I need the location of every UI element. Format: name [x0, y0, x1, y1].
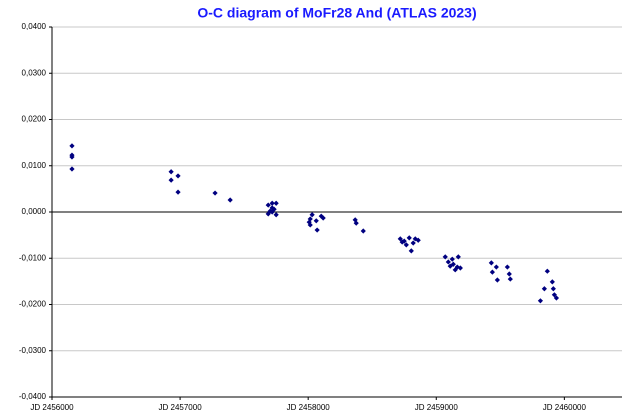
- data-point: [541, 286, 547, 292]
- y-tick-label: -0,0400: [19, 392, 47, 401]
- data-point: [269, 205, 275, 211]
- data-point: [406, 235, 412, 241]
- data-point: [69, 166, 75, 172]
- data-point: [307, 216, 313, 222]
- data-point: [352, 217, 358, 223]
- data-point: [506, 271, 512, 277]
- data-point: [318, 213, 324, 219]
- y-tick-label: 0,0200: [22, 115, 47, 124]
- data-point: [403, 242, 409, 248]
- y-tick-label: -0,0200: [19, 300, 47, 309]
- data-point: [449, 256, 455, 262]
- data-point: [265, 211, 271, 217]
- data-point: [320, 215, 326, 221]
- data-point: [69, 143, 75, 149]
- data-point: [494, 277, 500, 283]
- data-point: [314, 227, 320, 233]
- data-point: [227, 197, 233, 203]
- data-point: [493, 264, 499, 270]
- y-tick-label: -0,0300: [19, 346, 47, 355]
- data-point: [306, 219, 312, 225]
- chart-title: O-C diagram of MoFr28 And (ATLAS 2023): [197, 5, 476, 21]
- data-point: [408, 248, 414, 254]
- data-point: [553, 295, 560, 301]
- data-point: [69, 154, 75, 160]
- data-point: [271, 206, 277, 212]
- x-tick-label: JD 2457000: [159, 403, 203, 412]
- y-tick-label: 0,0400: [22, 22, 47, 31]
- data-point: [269, 200, 275, 206]
- x-tick-label: JD 2458000: [287, 403, 331, 412]
- data-point: [410, 240, 416, 246]
- data-point: [265, 202, 271, 208]
- data-point: [445, 259, 451, 265]
- data-point: [273, 212, 279, 218]
- data-point: [415, 237, 421, 243]
- data-point: [168, 177, 174, 183]
- data-point: [360, 228, 366, 234]
- data-point: [353, 220, 359, 226]
- data-point: [168, 169, 174, 175]
- data-point: [551, 292, 557, 298]
- x-tick-label: JD 2459000: [415, 403, 459, 412]
- data-point: [550, 286, 556, 292]
- data-point: [412, 236, 418, 242]
- data-point: [537, 298, 544, 304]
- data-point: [175, 189, 181, 195]
- data-point: [273, 200, 279, 206]
- data-point: [489, 269, 495, 275]
- data-point: [212, 190, 218, 196]
- data-point: [442, 254, 448, 260]
- data-point: [401, 238, 407, 244]
- y-tick-label: 0,0100: [22, 161, 47, 170]
- data-point: [488, 260, 494, 266]
- data-point: [455, 254, 461, 260]
- data-point: [309, 212, 315, 218]
- y-tick-label: 0,0300: [22, 68, 47, 77]
- data-point: [307, 222, 313, 228]
- data-point: [504, 264, 510, 270]
- data-point: [454, 264, 460, 270]
- data-point: [313, 218, 319, 224]
- data-point: [397, 236, 403, 242]
- data-point: [457, 265, 463, 271]
- data-point: [549, 279, 555, 285]
- data-point: [450, 261, 456, 267]
- data-point: [175, 173, 181, 179]
- x-tick-label: JD 2456000: [30, 403, 74, 412]
- y-tick-label: 0,0000: [22, 207, 47, 216]
- data-point: [507, 276, 513, 282]
- y-tick-label: -0,0100: [19, 253, 47, 262]
- data-point: [544, 268, 550, 274]
- x-tick-label: JD 2460000: [543, 403, 587, 412]
